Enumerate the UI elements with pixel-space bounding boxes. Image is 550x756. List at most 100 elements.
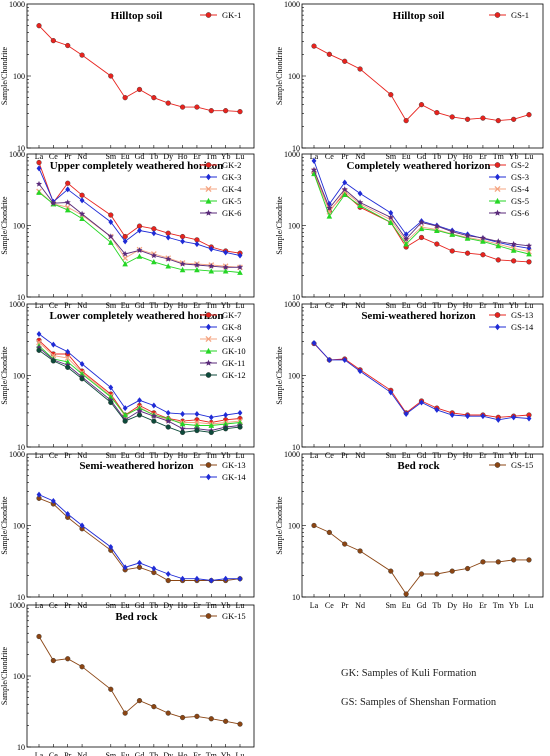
data-point [79,371,85,377]
y-tick-label: 1000 [284,450,300,459]
x-tick-label: Pr [64,751,71,756]
legend-marker [494,209,501,216]
y-tick-label: 1000 [9,300,25,309]
y-tick-label: 10 [292,293,300,302]
data-point [165,100,171,106]
data-point [449,248,455,254]
x-tick-label: Ce [49,301,58,310]
data-point [36,189,42,195]
data-point [151,704,157,710]
legend-marker [205,162,212,168]
data-point [237,109,243,115]
y-tick-label: 1000 [9,450,25,459]
x-tick-label: La [35,601,44,610]
series-line [38,636,241,725]
y-axis-label: Sample/Chondrite [275,496,284,555]
data-point [341,186,348,192]
x-tick-label: Pr [64,451,71,460]
data-point [388,389,394,396]
y-tick-label: 10 [17,293,25,302]
series-line [38,191,241,268]
x-tick-label: Lu [525,451,534,460]
data-point [511,258,517,264]
data-point [419,399,424,406]
y-tick-label: 100 [13,222,25,231]
data-point [480,252,486,258]
x-tick-label: Ce [325,301,334,310]
x-tick-label: Nd [355,152,365,161]
data-point [65,42,71,49]
data-point [480,559,486,565]
data-point [79,664,85,670]
data-point [388,92,394,98]
legend-label: GK-7 [222,310,241,320]
x-tick-label: Ho [178,751,188,756]
x-tick-label: Ce [49,152,58,161]
data-point [208,422,215,428]
data-point [79,210,86,217]
x-tick-label: Ce [325,152,334,161]
data-point [434,110,440,116]
data-point [165,255,172,262]
data-point [136,247,143,253]
data-point [223,426,229,432]
y-tick-label: 1000 [284,150,300,159]
data-point [311,522,317,529]
data-point [64,358,71,365]
data-point [194,427,200,434]
x-tick-label: Lu [236,451,245,460]
data-point [357,66,363,72]
y-tick-label: 1000 [284,0,300,9]
data-point [464,250,471,256]
data-point [180,238,185,245]
data-point [180,410,185,417]
x-tick-label: Er [479,301,487,310]
x-tick-label: Er [193,751,201,756]
data-point [165,570,171,577]
data-point [50,38,56,44]
x-tick-label: Sm [105,601,116,610]
data-point [151,258,157,265]
x-tick-label: Ce [49,451,58,460]
data-point [357,202,363,208]
data-point [388,209,394,216]
data-point [526,112,532,118]
x-tick-label: Tm [206,152,218,161]
x-tick-label: Lu [525,601,534,610]
legend-label: GK-12 [222,370,246,380]
plot-frame [301,303,544,448]
x-tick-label: Tm [206,301,218,310]
x-tick-label: Tm [206,451,218,460]
data-point [50,341,56,348]
data-point [122,250,129,257]
data-point [464,235,471,241]
data-point [65,656,71,662]
x-tick-label: Yb [509,301,519,310]
data-point [526,259,532,265]
x-tick-label: La [35,152,44,161]
x-tick-label: Lu [236,152,245,161]
x-tick-label: Tb [432,451,441,460]
data-point [311,43,317,49]
legend-label: GS-5 [511,196,529,206]
data-point [341,188,348,195]
legend-marker [494,173,501,181]
y-axis-label: Sample/Chondrite [0,346,9,405]
data-point [208,245,214,252]
data-point [108,399,114,406]
data-point [36,23,42,29]
data-point [237,269,243,275]
x-tick-label: Ho [178,451,188,460]
data-point [449,228,456,235]
data-point [387,219,394,225]
series-line [313,172,530,263]
x-tick-label: Sm [105,152,116,161]
data-point [525,242,533,249]
x-tick-label: Yb [221,152,231,161]
data-point [403,410,409,417]
legend-label: GS-6 [511,208,529,218]
data-point [449,412,455,419]
data-point [222,264,229,270]
data-point [326,51,332,57]
